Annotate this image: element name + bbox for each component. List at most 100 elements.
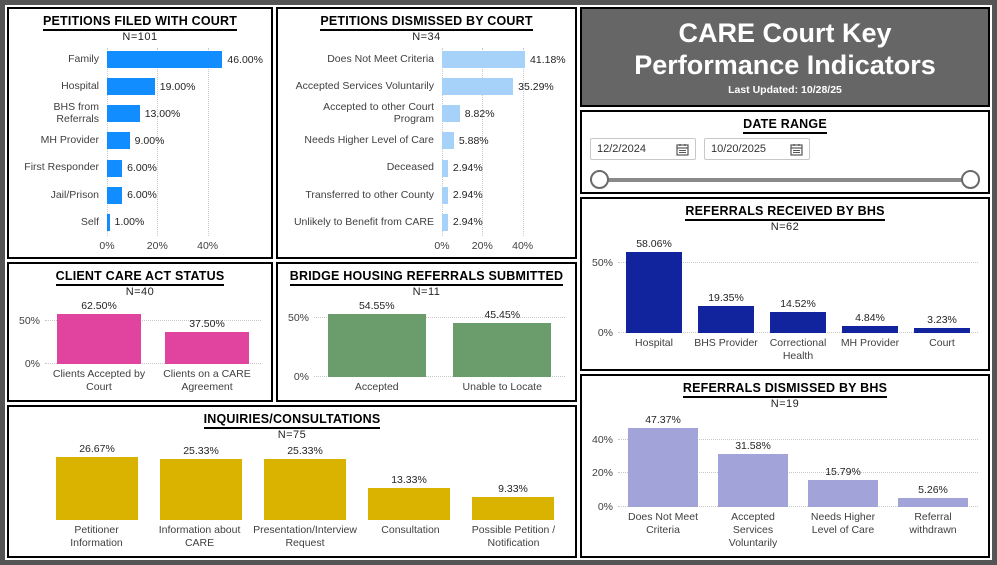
bar-self[interactable]: [107, 213, 110, 231]
value-label: 2.94%: [452, 189, 483, 202]
petitions-filed-chart: Family Hospital BHS from Referrals MH Provi…: [15, 43, 265, 254]
last-updated-label: Last Updated: 10/28/25: [728, 83, 842, 96]
bar-family[interactable]: [107, 51, 223, 69]
category-label: Needs Higher Level of Care: [304, 134, 434, 147]
bar-mh-provider[interactable]: [841, 326, 899, 333]
bar-unlikely-to-benefit-from-care[interactable]: [442, 213, 448, 231]
bar-does-not-meet-criteria[interactable]: [442, 51, 526, 69]
value-label: 37.50%: [189, 317, 225, 330]
plot-area: 47.37% 31.58% 15.79% 5.26%: [618, 412, 978, 507]
chart-title: INQUIRIES/CONSULTATIONS: [15, 412, 569, 429]
date-range-slider[interactable]: [590, 169, 980, 189]
chart-n-label: N=34: [412, 31, 441, 43]
middle-row: CLIENT CARE ACT STATUS N=40 50% 0% 62.50% 3…: [7, 262, 577, 402]
value-label: 2.94%: [452, 216, 483, 229]
category-label: Family: [68, 52, 99, 65]
category-label: Accepted to other Court Program: [323, 101, 434, 125]
bar-clients-accepted-by-court[interactable]: [56, 314, 142, 364]
axis-tick-label: 50%: [18, 315, 40, 328]
bar-court[interactable]: [913, 328, 971, 333]
dashboard: PETITIONS FILED WITH COURT N=101 Family H…: [5, 5, 992, 560]
category-label: Unable to Locate: [462, 380, 542, 393]
x-axis: 0% 20% 40%: [434, 236, 567, 254]
gridline: [157, 48, 159, 236]
gridline: [45, 320, 261, 322]
bar-possible-petition-notification[interactable]: [472, 497, 554, 520]
axis-tick-label: 40%: [591, 434, 613, 447]
value-label: 31.58%: [735, 440, 771, 453]
axis-tick-label: 0%: [24, 357, 40, 370]
value-label: 25.33%: [287, 445, 323, 457]
slider-handle-end[interactable]: [961, 170, 980, 189]
slider-track[interactable]: [599, 178, 971, 182]
bar-needs-higher-level-of-care[interactable]: [442, 132, 454, 150]
bar-needs-higher-level-of-care[interactable]: [807, 480, 879, 507]
bar-hospital[interactable]: [107, 78, 155, 96]
bar-accepted-services-voluntarily[interactable]: [717, 454, 789, 507]
bar-accepted-services-voluntarily[interactable]: [442, 78, 514, 96]
bar-hospital[interactable]: [625, 251, 683, 333]
start-date-field[interactable]: 12/2/2024: [590, 138, 696, 160]
top-row: PETITIONS FILED WITH COURT N=101 Family H…: [7, 7, 577, 259]
bar-bhs-provider[interactable]: [697, 305, 755, 333]
bar-correctional-health[interactable]: [769, 312, 827, 333]
bar-accepted-to-other-court-program[interactable]: [442, 105, 460, 123]
bar-mh-provider[interactable]: [107, 132, 130, 150]
category-axis: Petitioner Information Information about …: [45, 520, 565, 551]
end-date-field[interactable]: 10/20/2025: [704, 138, 810, 160]
bar-accepted[interactable]: [327, 314, 426, 377]
value-label: 6.00%: [127, 162, 157, 175]
bar-jail-prison[interactable]: [107, 186, 123, 204]
axis-tick-label: 0%: [597, 500, 613, 513]
bar-referral-withdrawn[interactable]: [897, 497, 969, 507]
category-label: Accepted: [354, 380, 399, 393]
x-axis: 0% 20% 40%: [99, 236, 263, 254]
axis-tick-label: 40%: [512, 240, 534, 252]
bar-petitioner-information[interactable]: [56, 457, 138, 520]
panel-client-care-act-status: CLIENT CARE ACT STATUS N=40 50% 0% 62.50% 3…: [7, 262, 273, 402]
value-label: 15.79%: [825, 466, 861, 479]
axis-tick-label: 20%: [471, 240, 493, 252]
category-label: Self: [80, 215, 99, 228]
bar-deceased[interactable]: [442, 159, 448, 177]
category-label: Correctional Health: [769, 336, 827, 362]
gridline: [522, 48, 524, 236]
chart-n-label: N=62: [770, 221, 800, 233]
value-label: 62.50%: [81, 300, 117, 312]
value-label: 3.23%: [927, 314, 957, 327]
plot-area: 54.55% 45.45%: [314, 300, 565, 377]
category-label: Needs Higher Level of Care: [810, 510, 876, 536]
referrals-received-chart: 50% 0% 58.06% 19.35% 14.52% 4.84% 3.23% Hospita…: [588, 233, 982, 366]
bar-transferred-to-other-county[interactable]: [442, 186, 448, 204]
bar-clients-on-a-care-agreement[interactable]: [164, 331, 250, 364]
dashboard-title-banner: CARE Court Key Performance Indicators La…: [580, 7, 990, 107]
gridline: [618, 439, 978, 441]
value-label: 47.37%: [645, 414, 681, 426]
plot-area: 46.00% 19.00% 13.00% 9.00% 6.00% 6.00% 1.00% 0%…: [99, 46, 263, 254]
inquiries-consultations-chart: 26.67% 25.33% 25.33% 13.33% 9.33% Petitioner …: [15, 441, 569, 553]
bar-unable-to-locate[interactable]: [453, 323, 552, 377]
slider-handle-start[interactable]: [590, 170, 609, 189]
category-label: Possible Petition / Notification: [471, 523, 556, 549]
chart-n-label: N=11: [412, 286, 441, 298]
bar-information-about-care[interactable]: [160, 459, 242, 520]
chart-title: PETITIONS DISMISSED BY COURT: [284, 14, 569, 31]
value-label: 19.35%: [708, 291, 744, 304]
category-label: Transferred to other County: [305, 188, 434, 201]
value-label: 9.00%: [134, 134, 165, 147]
value-label: 5.88%: [458, 134, 489, 147]
bar-does-not-meet-criteria[interactable]: [627, 428, 699, 507]
bar-bhs-from-referrals[interactable]: [107, 105, 140, 123]
category-axis: Does Not Meet Criteria Accepted Services …: [618, 507, 978, 551]
category-label: Information about CARE: [158, 523, 241, 549]
calendar-icon: [676, 143, 689, 156]
category-label: Clients on a CARE Agreement: [163, 367, 251, 393]
plot-area: 26.67% 25.33% 25.33% 13.33% 9.33%: [45, 443, 565, 520]
chart-n-label: N=75: [277, 429, 307, 441]
bar-presentation-interview-request[interactable]: [264, 459, 346, 520]
category-axis: Family Hospital BHS from Referrals MH Provi…: [15, 46, 107, 254]
category-label: Unlikely to Benefit from CARE: [293, 215, 434, 228]
bar-first-responder[interactable]: [107, 159, 123, 177]
category-label: Accepted Services Voluntarily: [728, 510, 778, 549]
bar-consultation[interactable]: [368, 487, 450, 520]
